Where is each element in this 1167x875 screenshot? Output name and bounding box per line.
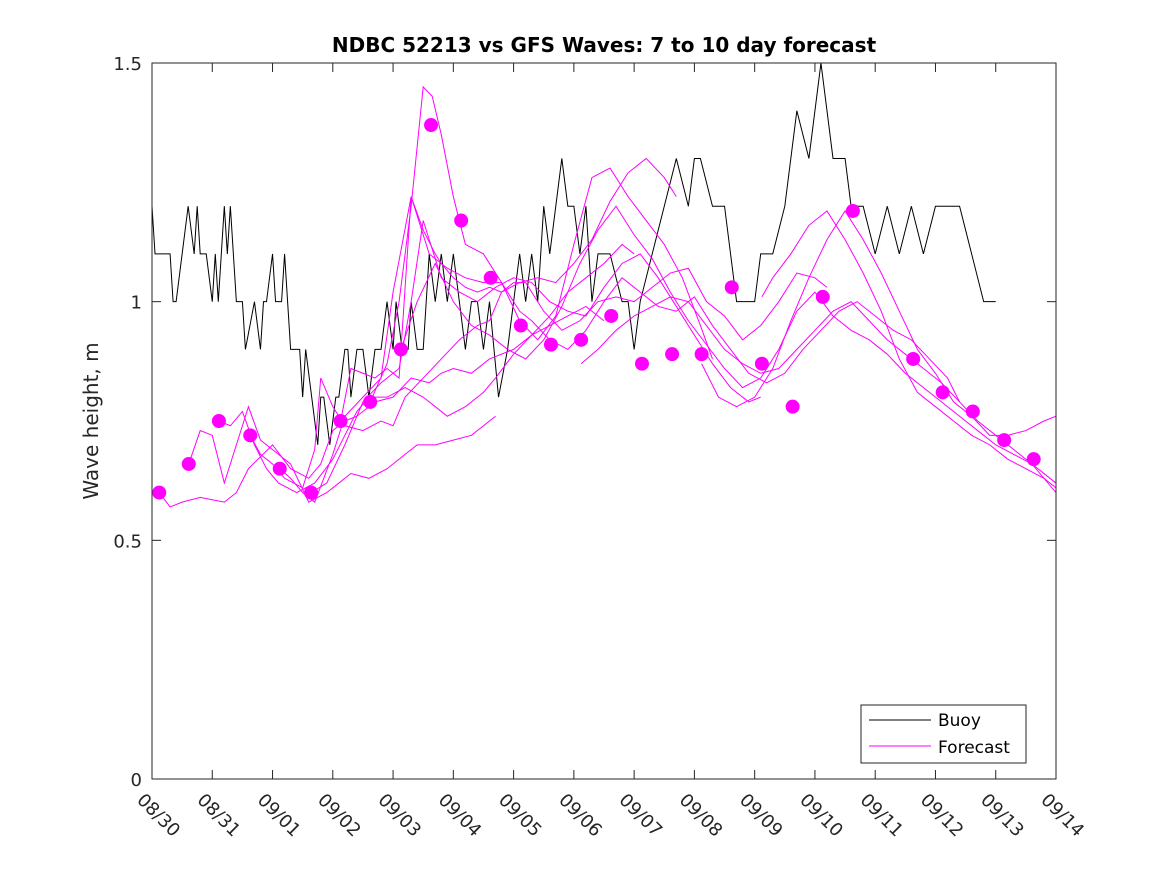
- forecast-run-line: [310, 220, 761, 494]
- forecast-marker: [785, 399, 800, 414]
- forecast-marker: [1026, 452, 1041, 467]
- chart-title: NDBC 52213 vs GFS Waves: 7 to 10 day for…: [332, 33, 877, 57]
- forecast-run-line: [340, 196, 828, 422]
- buoy-series: [152, 63, 996, 445]
- forecast-marker: [513, 318, 528, 333]
- forecast-marker: [483, 270, 498, 285]
- y-tick-label: 0: [131, 770, 142, 791]
- forecast-run-line: [369, 85, 961, 403]
- forecast-marker: [181, 456, 196, 471]
- y-axis: 0 0.5 1 1.5: [113, 54, 1056, 791]
- forecast-marker: [272, 461, 287, 476]
- forecast-marker: [304, 485, 319, 500]
- forecast-run-line: [400, 205, 1056, 484]
- forecast-run-line: [761, 210, 1056, 489]
- y-tick-label: 1: [131, 293, 142, 314]
- forecast-marker: [424, 118, 439, 133]
- forecast-marker: [543, 337, 558, 352]
- forecast-marker: [363, 394, 378, 409]
- forecast-marker: [935, 385, 950, 400]
- forecast-marker: [211, 414, 226, 428]
- legend-box: [860, 704, 1027, 764]
- forecast-marker: [634, 356, 649, 371]
- forecast-marker: [574, 332, 589, 347]
- legend: Buoy Forecast: [860, 704, 1027, 764]
- forecast-run-line: [279, 167, 713, 503]
- forecast-marker: [754, 356, 769, 371]
- forecast-run-line: [249, 157, 677, 489]
- forecast-run-line: [158, 305, 605, 508]
- forecast-marker: [724, 280, 739, 295]
- forecast-marker: [454, 213, 469, 228]
- legend-buoy-label: Buoy: [938, 711, 981, 731]
- forecast-run-line: [188, 405, 496, 503]
- y-axis-label: Wave height, m: [79, 342, 103, 499]
- forecast-marker: [997, 433, 1012, 448]
- forecast-marker: [152, 485, 167, 500]
- forecast-marker: [333, 414, 348, 428]
- forecast-markers: [152, 118, 1041, 500]
- forecast-marker: [604, 308, 619, 323]
- y-tick-label: 1.5: [113, 54, 142, 75]
- forecast-marker: [906, 351, 921, 366]
- y-tick-label: 0.5: [113, 531, 142, 552]
- forecast-marker: [243, 428, 258, 443]
- legend-forecast-label: Forecast: [938, 738, 1010, 758]
- axes-frame: [151, 62, 1057, 780]
- forecast-marker: [815, 289, 830, 304]
- forecast-marker: [393, 342, 408, 357]
- forecast-marker: [845, 203, 860, 218]
- forecast-marker: [694, 347, 709, 362]
- forecast-marker: [665, 347, 680, 362]
- forecast-marker: [965, 404, 980, 419]
- buoy-line: [152, 63, 996, 445]
